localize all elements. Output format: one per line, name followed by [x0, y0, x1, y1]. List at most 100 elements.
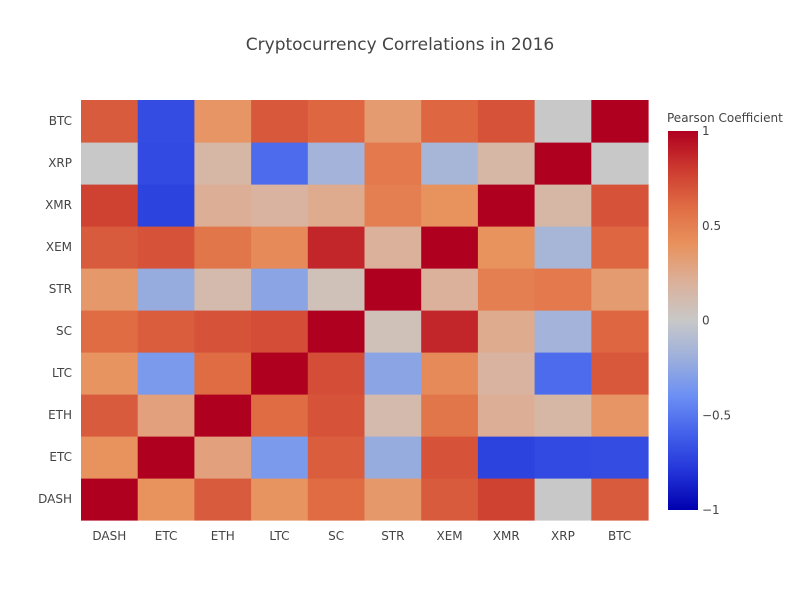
- heatmap-cell-sc-dash: [81, 310, 139, 353]
- heatmap-cell-xem-sc: [307, 226, 366, 269]
- heatmap-cell-btc-xem: [421, 100, 479, 143]
- x-tick-label: XMR: [493, 529, 520, 543]
- heatmap-cell-xmr-dash: [81, 184, 139, 227]
- heatmap-cell-eth-xmr: [477, 394, 536, 437]
- y-tick-label: ETC: [49, 450, 72, 464]
- y-tick-label: BTC: [49, 114, 72, 128]
- heatmap-cell-btc-eth: [194, 100, 252, 143]
- heatmap-cell-btc-btc: [591, 100, 649, 143]
- heatmap-cell-xrp-dash: [81, 142, 139, 185]
- heatmap-cell-ltc-xem: [421, 352, 479, 395]
- colorbar-tick-label: −1: [702, 503, 720, 517]
- heatmap-cell-dash-str: [364, 478, 422, 521]
- y-tick-label: XMR: [45, 198, 72, 212]
- heatmap-cell-eth-ltc: [251, 394, 309, 437]
- heatmap-cell-sc-str: [364, 310, 422, 353]
- heatmap-cell-xrp-btc: [591, 142, 649, 185]
- heatmap-cell-xmr-xem: [421, 184, 479, 227]
- y-tick-label: LTC: [52, 366, 72, 380]
- heatmap-cell-xrp-ltc: [251, 142, 309, 185]
- heatmap-cell-eth-str: [364, 394, 422, 437]
- heatmap-cell-etc-etc: [137, 436, 195, 479]
- heatmap-cell-xem-xem: [421, 226, 479, 269]
- colorbar: [668, 131, 698, 510]
- y-tick-label: DASH: [38, 492, 72, 506]
- heatmap-cell-ltc-sc: [307, 352, 366, 395]
- heatmap-cell-eth-dash: [81, 394, 139, 437]
- heatmap-cells: [81, 100, 649, 521]
- heatmap-cell-xrp-sc: [307, 142, 366, 185]
- heatmap-cell-str-xmr: [477, 268, 536, 311]
- heatmap-cell-xmr-btc: [591, 184, 649, 227]
- x-tick-label: STR: [381, 529, 404, 543]
- heatmap-cell-sc-xem: [421, 310, 479, 353]
- heatmap-cell-ltc-eth: [194, 352, 252, 395]
- heatmap-cell-eth-xem: [421, 394, 479, 437]
- x-tick-label: LTC: [269, 529, 289, 543]
- colorbar-tick-label: 1: [702, 124, 710, 138]
- heatmap-cell-xmr-eth: [194, 184, 252, 227]
- y-axis-ticks: DASH ETC ETH LTC SC STR XEM XMR XRP BTC: [38, 114, 72, 506]
- heatmap-cell-ltc-xrp: [534, 352, 592, 395]
- heatmap-cell-str-etc: [137, 268, 195, 311]
- x-axis-ticks: DASH ETC ETH LTC SC STR XEM XMR XRP BTC: [92, 529, 631, 543]
- heatmap-cell-btc-dash: [81, 100, 139, 143]
- heatmap-cell-xrp-eth: [194, 142, 252, 185]
- heatmap-cell-sc-ltc: [251, 310, 309, 353]
- heatmap-cell-xmr-ltc: [251, 184, 309, 227]
- heatmap-cell-eth-xrp: [534, 394, 592, 437]
- heatmap-cell-dash-xrp: [534, 478, 592, 521]
- heatmap-cell-xem-ltc: [251, 226, 309, 269]
- heatmap-cell-dash-dash: [81, 478, 139, 521]
- colorbar-tick-label: 0: [702, 314, 710, 328]
- heatmap-cell-etc-dash: [81, 436, 139, 479]
- heatmap-cell-str-str: [364, 268, 422, 311]
- heatmap-cell-dash-ltc: [251, 478, 309, 521]
- heatmap-cell-str-btc: [591, 268, 649, 311]
- heatmap-cell-xmr-xrp: [534, 184, 592, 227]
- y-tick-label: XRP: [48, 156, 72, 170]
- heatmap-cell-str-xem: [421, 268, 479, 311]
- heatmap-cell-str-dash: [81, 268, 139, 311]
- heatmap-cell-dash-eth: [194, 478, 252, 521]
- heatmap-cell-sc-sc: [307, 310, 366, 353]
- heatmap-cell-ltc-ltc: [251, 352, 309, 395]
- x-tick-label: ETC: [155, 529, 178, 543]
- heatmap-cell-btc-ltc: [251, 100, 309, 143]
- colorbar-ticks: 1 0.5 0 −0.5 −1: [702, 124, 731, 517]
- x-tick-label: ETH: [211, 529, 235, 543]
- colorbar-tick-label: 0.5: [702, 219, 721, 233]
- heatmap-cell-dash-xmr: [477, 478, 536, 521]
- heatmap-cell-xmr-str: [364, 184, 422, 227]
- heatmap-cell-xem-xrp: [534, 226, 592, 269]
- heatmap-cell-eth-sc: [307, 394, 366, 437]
- heatmap-cell-etc-xrp: [534, 436, 592, 479]
- heatmap-cell-str-ltc: [251, 268, 309, 311]
- heatmap-cell-xem-eth: [194, 226, 252, 269]
- heatmap-cell-etc-btc: [591, 436, 649, 479]
- heatmap-cell-btc-sc: [307, 100, 366, 143]
- heatmap-cell-btc-xrp: [534, 100, 592, 143]
- heatmap-cell-ltc-xmr: [477, 352, 536, 395]
- heatmap-cell-sc-eth: [194, 310, 252, 353]
- y-tick-label: SC: [56, 324, 72, 338]
- heatmap-cell-xem-btc: [591, 226, 649, 269]
- heatmap-cell-dash-etc: [137, 478, 195, 521]
- x-tick-label: SC: [328, 529, 344, 543]
- heatmap-cell-sc-etc: [137, 310, 195, 353]
- heatmap-cell-etc-eth: [194, 436, 252, 479]
- heatmap-cell-ltc-str: [364, 352, 422, 395]
- heatmap-cell-xmr-etc: [137, 184, 195, 227]
- colorbar-title: Pearson Coefficient: [667, 111, 783, 125]
- heatmap-cell-btc-xmr: [477, 100, 536, 143]
- x-tick-label: XEM: [436, 529, 462, 543]
- heatmap-cell-sc-btc: [591, 310, 649, 353]
- heatmap-cell-ltc-btc: [591, 352, 649, 395]
- x-tick-label: XRP: [551, 529, 575, 543]
- heatmap-cell-ltc-dash: [81, 352, 139, 395]
- heatmap-cell-btc-str: [364, 100, 422, 143]
- heatmap-cell-xrp-str: [364, 142, 422, 185]
- heatmap-cell-xmr-sc: [307, 184, 366, 227]
- heatmap-cell-xem-dash: [81, 226, 139, 269]
